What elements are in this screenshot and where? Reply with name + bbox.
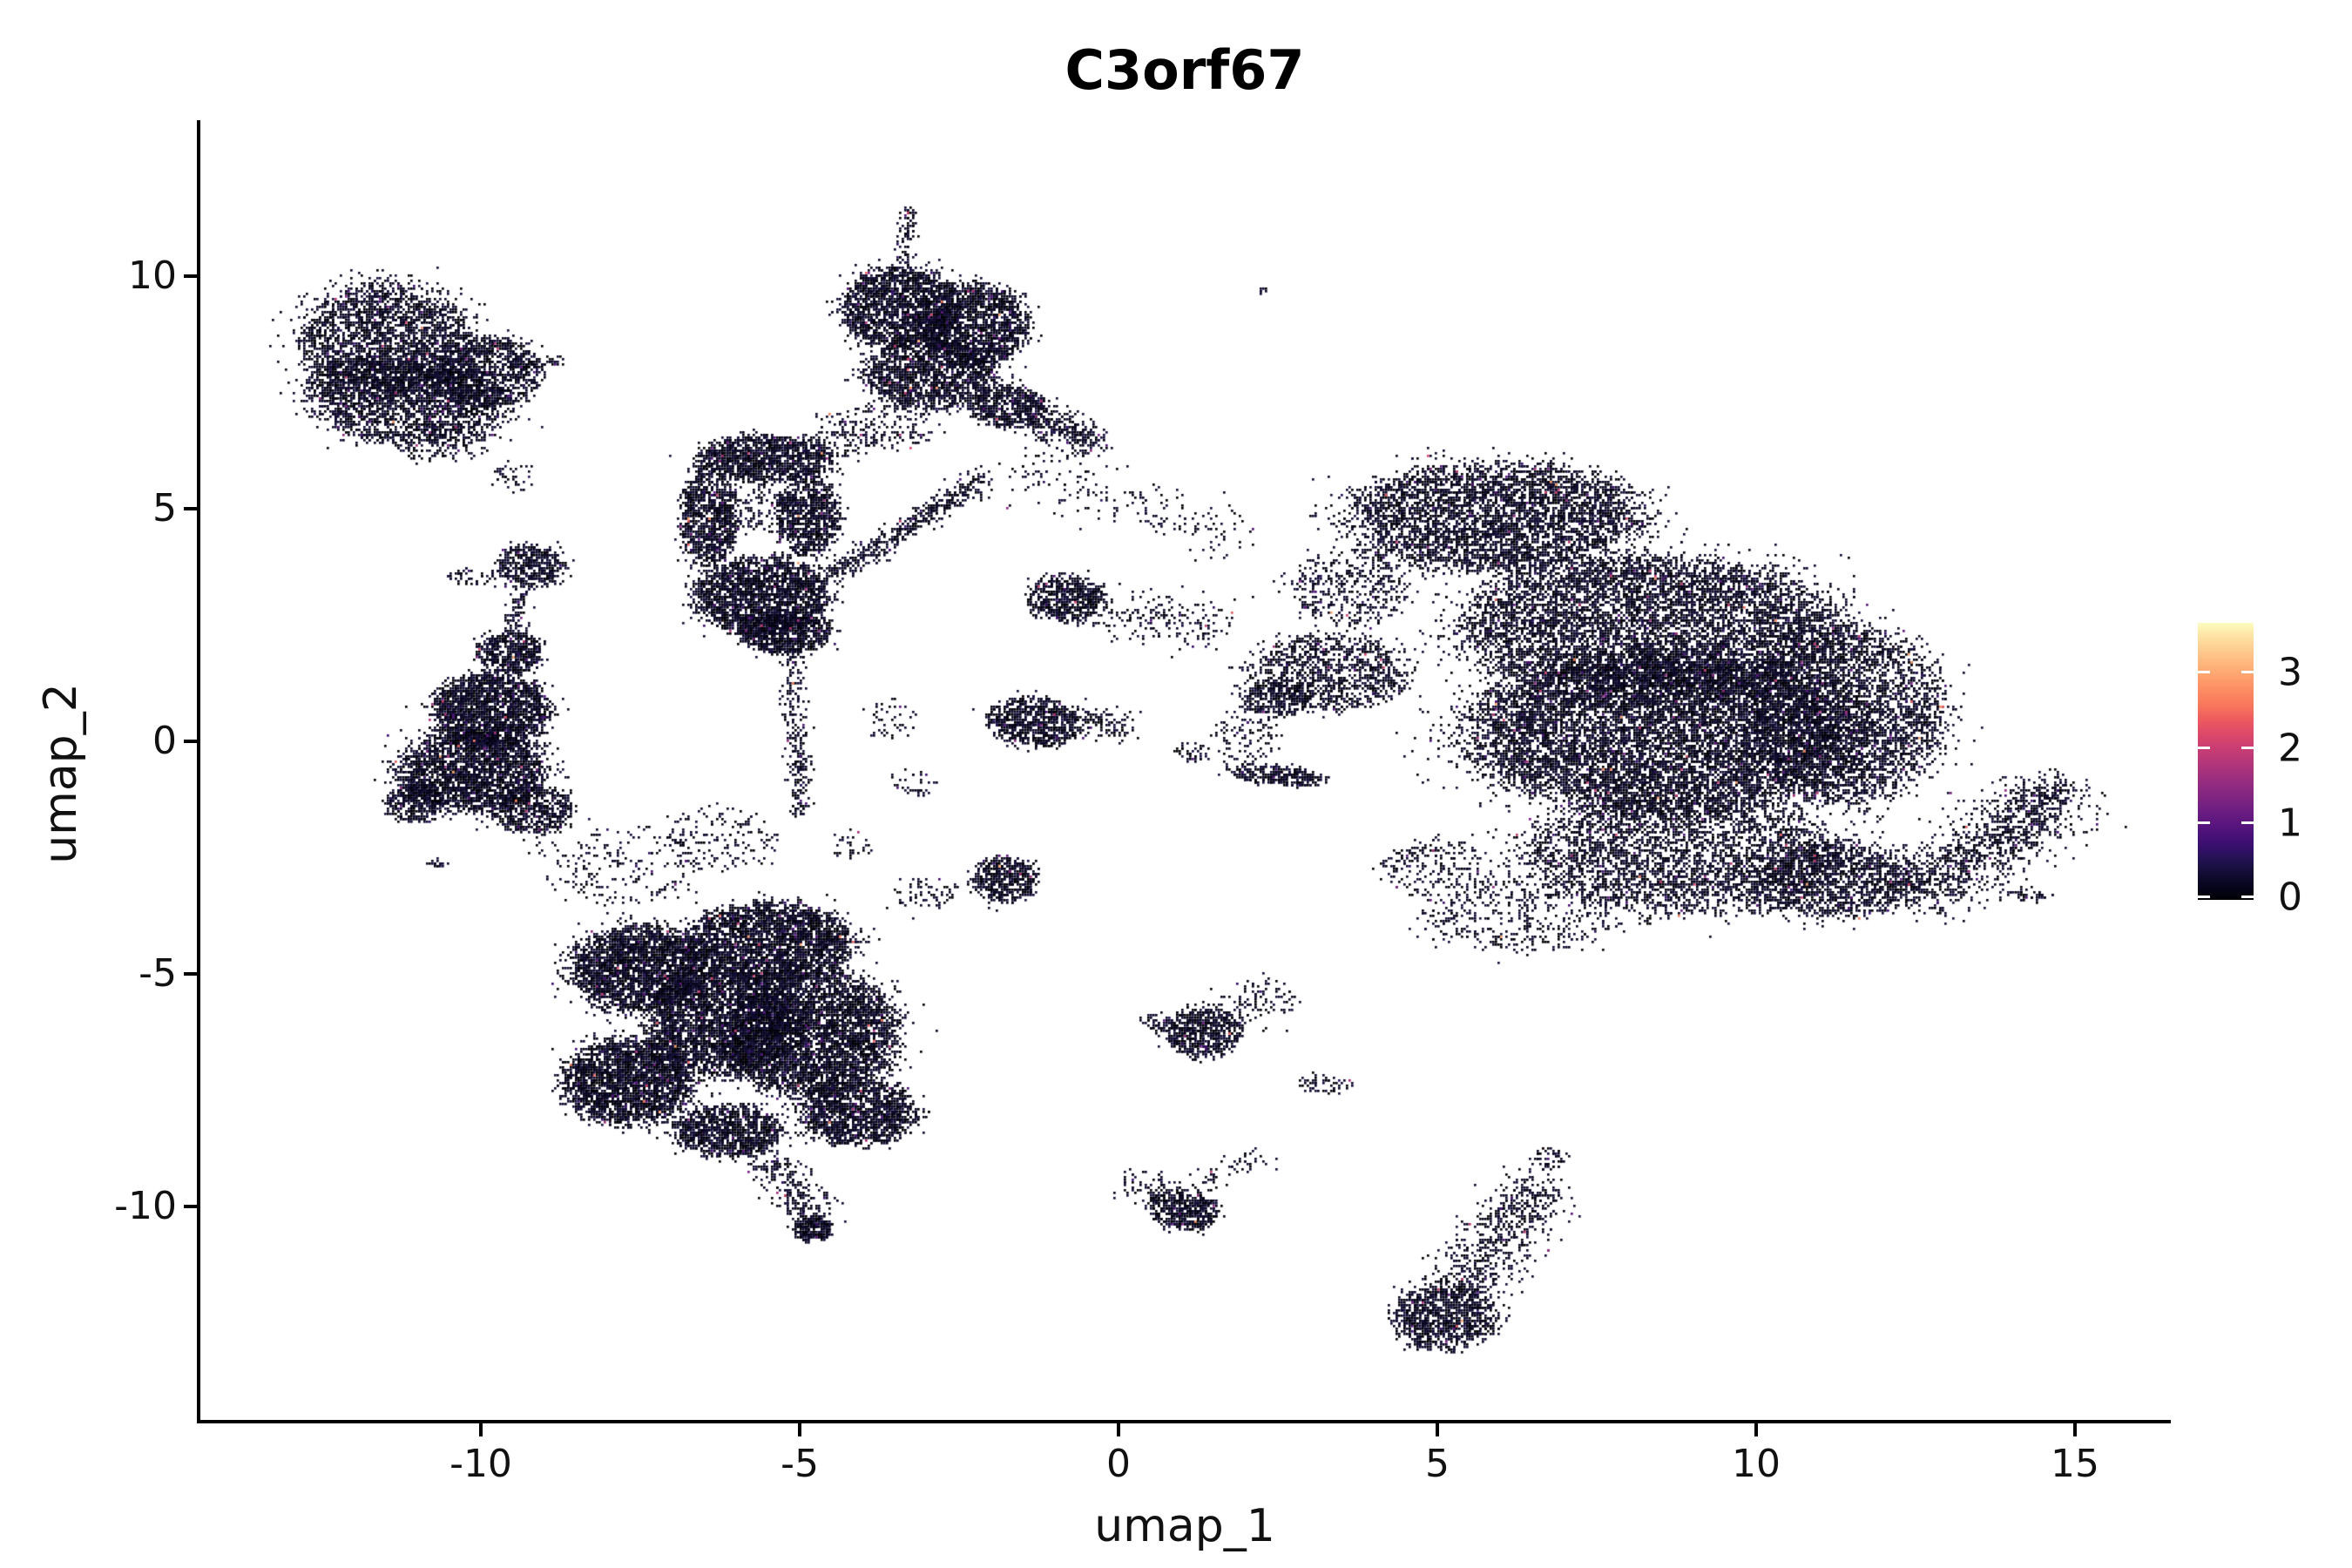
x-tick bbox=[2073, 1423, 2077, 1436]
colorbar-tick bbox=[2241, 671, 2254, 673]
y-tick bbox=[184, 740, 197, 743]
plot-title: C3orf67 bbox=[1064, 38, 1305, 102]
y-axis-label: umap_2 bbox=[35, 683, 87, 864]
x-axis-line bbox=[197, 1420, 2171, 1423]
y-tick-label: 0 bbox=[152, 719, 177, 763]
x-axis-label: umap_1 bbox=[1094, 1500, 1275, 1552]
y-tick-label: -10 bbox=[114, 1184, 177, 1228]
colorbar-gradient bbox=[2198, 623, 2254, 900]
x-tick-label: 10 bbox=[1732, 1442, 1781, 1486]
colorbar-tick bbox=[2241, 747, 2254, 749]
y-tick bbox=[184, 1205, 197, 1208]
x-tick-label: 15 bbox=[2051, 1442, 2099, 1486]
colorbar-tick-label: 3 bbox=[2278, 650, 2302, 695]
y-tick bbox=[184, 507, 197, 510]
x-tick-label: -5 bbox=[781, 1442, 819, 1486]
colorbar-tick bbox=[2241, 821, 2254, 824]
y-axis-line bbox=[197, 120, 200, 1423]
x-tick bbox=[1754, 1423, 1758, 1436]
x-tick bbox=[479, 1423, 483, 1436]
y-tick-label: -5 bbox=[139, 951, 177, 996]
x-tick-label: -10 bbox=[449, 1442, 512, 1486]
y-tick-label: 5 bbox=[152, 486, 177, 531]
colorbar-tick bbox=[2198, 896, 2210, 898]
colorbar-tick bbox=[2198, 821, 2210, 824]
x-tick bbox=[798, 1423, 801, 1436]
x-tick bbox=[1117, 1423, 1120, 1436]
colorbar-tick bbox=[2198, 671, 2210, 673]
colorbar-tick bbox=[2198, 747, 2210, 749]
colorbar-tick-label: 2 bbox=[2278, 726, 2302, 771]
x-tick-label: 0 bbox=[1106, 1442, 1131, 1486]
colorbar-tick-label: 1 bbox=[2278, 801, 2302, 846]
colorbar-tick-label: 0 bbox=[2278, 875, 2302, 920]
y-tick bbox=[184, 972, 197, 976]
x-tick bbox=[1436, 1423, 1439, 1436]
y-tick bbox=[184, 274, 197, 278]
x-tick-label: 5 bbox=[1425, 1442, 1450, 1486]
y-tick-label: 10 bbox=[128, 253, 177, 298]
colorbar-tick bbox=[2241, 896, 2254, 898]
